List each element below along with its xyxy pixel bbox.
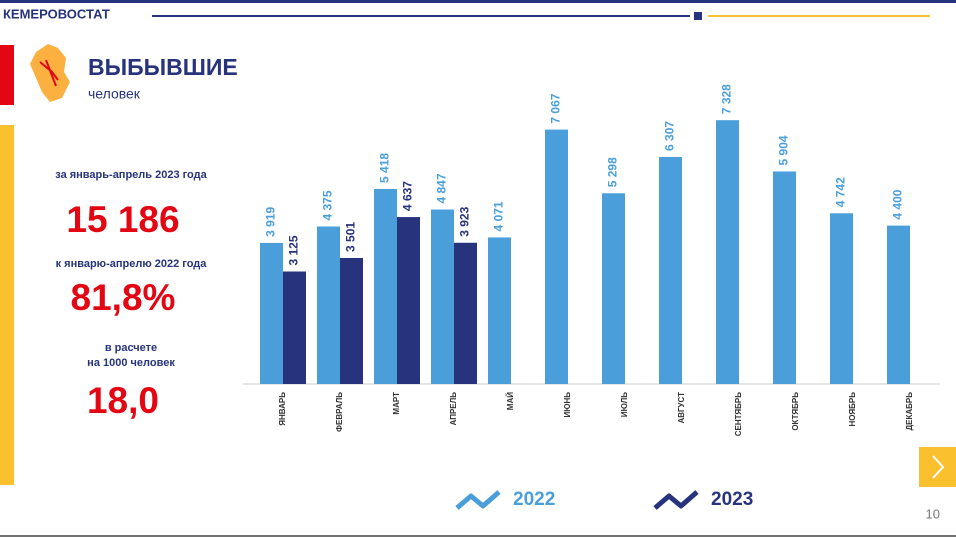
- bar: [397, 217, 420, 384]
- x-tick-label: МАЙ: [506, 392, 515, 410]
- stat-value: 18,0: [87, 380, 159, 421]
- page-number: 10: [926, 506, 940, 521]
- bar: [830, 213, 853, 384]
- bar: [488, 237, 511, 384]
- x-tick-label: МАРТ: [392, 392, 401, 415]
- red-accent: [0, 45, 14, 105]
- bar: [317, 226, 340, 384]
- bar: [374, 188, 397, 384]
- x-tick-label: ФЕВРАЛЬ: [335, 392, 344, 432]
- value-label: 4 375: [321, 190, 335, 220]
- bar: [602, 193, 625, 384]
- top-border: [0, 0, 956, 3]
- value-label: 3 919: [264, 207, 278, 237]
- header-square: [694, 12, 702, 20]
- value-label: 3 501: [344, 222, 358, 252]
- x-tick-label: ИЮЛЬ: [620, 392, 629, 417]
- next-button[interactable]: [919, 447, 956, 487]
- stat-value: 15 186: [66, 199, 179, 240]
- value-label: 5 418: [378, 153, 392, 183]
- value-label: 3 125: [287, 235, 301, 265]
- stat-label: на 1000 человек: [87, 357, 175, 369]
- legend-label: 2023: [711, 489, 753, 510]
- stat-value: 81,8%: [71, 277, 176, 318]
- slide-title: ВЫБЫВШИЕ: [88, 54, 238, 80]
- legend-icon: [653, 490, 699, 510]
- bar: [340, 257, 363, 384]
- value-label: 4 742: [834, 177, 848, 207]
- x-tick-label: АВГУСТ: [677, 392, 686, 424]
- region-map-lines: [39, 59, 59, 87]
- value-label: 7 067: [549, 93, 563, 123]
- value-label: 4 071: [492, 201, 506, 231]
- bar: [659, 156, 682, 384]
- x-tick-label: ЯНВАРЬ: [278, 392, 287, 426]
- value-label: 4 847: [435, 173, 449, 203]
- bar: [260, 242, 283, 384]
- x-tick-label: ИЮНЬ: [563, 392, 572, 418]
- org-name: КЕМЕРОВОСТАТ: [3, 6, 110, 21]
- yellow-accent: [0, 125, 14, 485]
- value-label: 3 923: [458, 206, 472, 236]
- stat-label: в расчете: [105, 342, 157, 354]
- bar: [773, 171, 796, 384]
- value-label: 7 328: [720, 84, 734, 114]
- x-tick-label: ОКТЯБРЬ: [791, 392, 800, 431]
- next-chevron: [932, 455, 945, 479]
- x-tick-label: ДЕКАБРЬ: [905, 392, 914, 431]
- slide-subtitle: человек: [88, 86, 141, 102]
- stat-label: за январь-апрель 2023 года: [55, 169, 207, 181]
- stat-label: к январю-апрелю 2022 года: [56, 258, 208, 270]
- legend-label: 2022: [513, 489, 555, 510]
- bar: [887, 225, 910, 384]
- value-label: 5 904: [777, 135, 791, 165]
- x-tick-label: НОЯБРЬ: [848, 392, 857, 427]
- value-label: 6 307: [663, 121, 677, 151]
- value-label: 4 400: [891, 189, 905, 219]
- bar: [716, 120, 739, 384]
- bar: [283, 271, 306, 384]
- bar: [454, 242, 477, 384]
- value-label: 4 637: [401, 181, 415, 211]
- bar: [545, 129, 568, 384]
- x-tick-label: СЕНТЯБРЬ: [734, 392, 743, 437]
- x-tick-label: АПРЕЛЬ: [449, 392, 458, 426]
- legend-icon: [455, 490, 501, 510]
- value-label: 5 298: [606, 157, 620, 187]
- bar: [431, 209, 454, 384]
